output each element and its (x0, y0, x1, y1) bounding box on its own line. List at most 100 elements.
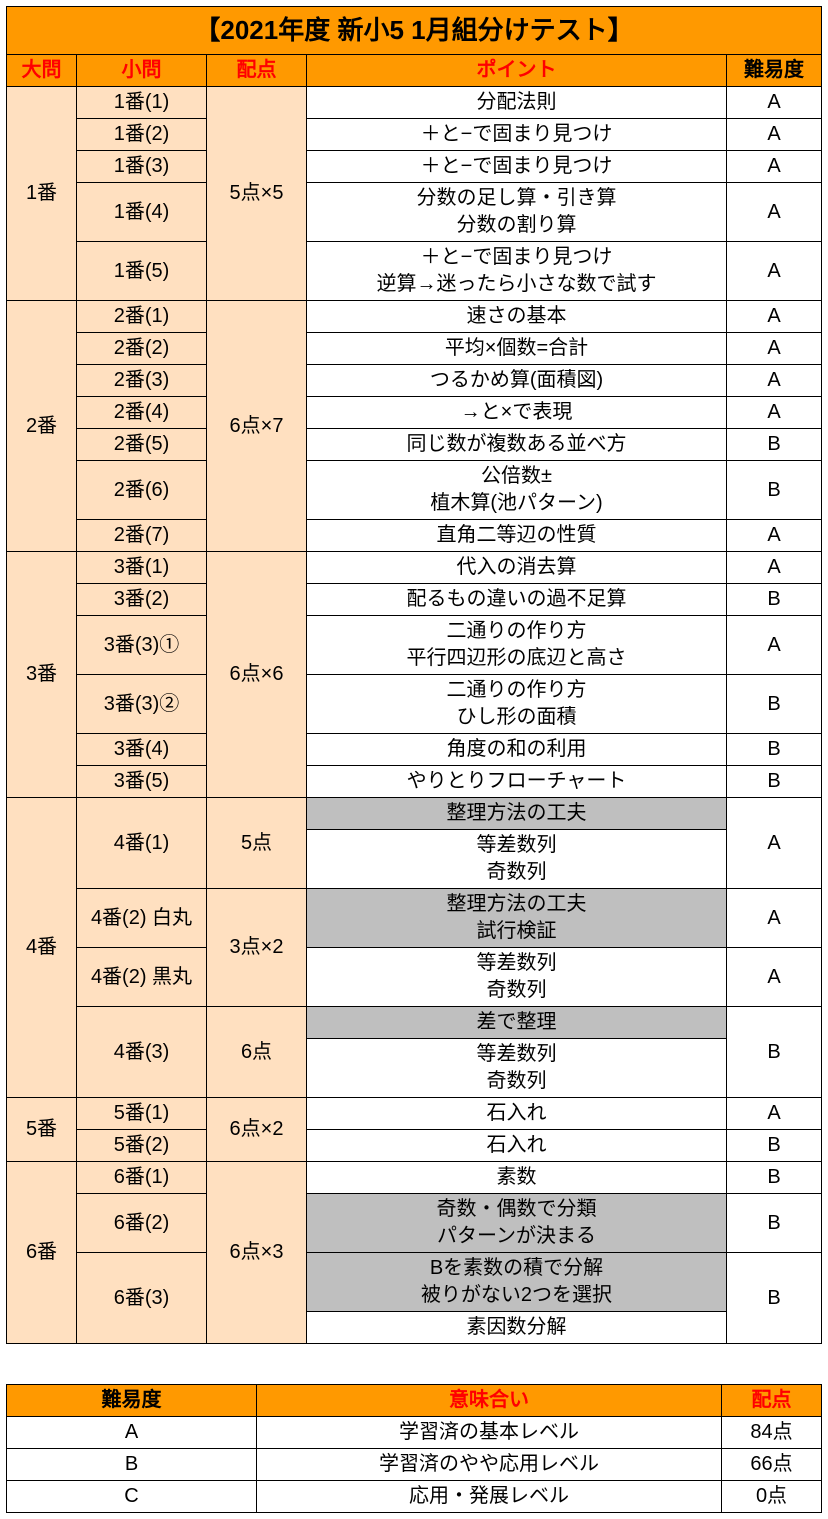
diff-cell: A (727, 333, 822, 365)
point-cell: 配るもの違いの過不足算 (307, 584, 727, 616)
legend-hdr-meaning: 意味合い (257, 1385, 722, 1417)
diff-cell: B (727, 1162, 822, 1194)
shomon-cell: 3番(3)① (77, 616, 207, 675)
legend-row: A 学習済の基本レベル 84点 (7, 1417, 822, 1449)
table-row: 3番 3番(1) 6点×6 代入の消去算 A (7, 552, 822, 584)
point-cell: 同じ数が複数ある並べ方 (307, 429, 727, 461)
diff-cell: A (727, 520, 822, 552)
point-cell: 速さの基本 (307, 301, 727, 333)
point-cell: 奇数・偶数で分類パターンが決まる (307, 1194, 727, 1253)
shomon-cell: 3番(5) (77, 766, 207, 798)
diff-cell: A (727, 301, 822, 333)
diff-cell: B (727, 1130, 822, 1162)
table-row: 3番(3)②二通りの作り方ひし形の面積B (7, 675, 822, 734)
table-row: 4番 4番(1) 5点 整理方法の工夫 A (7, 798, 822, 830)
diff-cell: B (727, 1007, 822, 1098)
point-cell: 等差数列奇数列 (307, 948, 727, 1007)
diff-cell: A (727, 242, 822, 301)
table-row: 2番(7) 直角二等辺の性質A (7, 520, 822, 552)
point-cell: 分数の足し算・引き算分数の割り算 (307, 183, 727, 242)
point-cell: →と×で表現 (307, 397, 727, 429)
point-cell: ＋と−で固まり見つけ (307, 119, 727, 151)
header-row: 大問 小問 配点 ポイント 難易度 (7, 55, 822, 87)
shomon-cell: 5番(1) (77, 1098, 207, 1130)
shomon-cell: 5番(2) (77, 1130, 207, 1162)
diff-cell: A (727, 151, 822, 183)
table-row: 5番(2)石入れB (7, 1130, 822, 1162)
haiten-cell: 6点×2 (207, 1098, 307, 1162)
diff-cell: B (727, 766, 822, 798)
shomon-cell: 2番(2) (77, 333, 207, 365)
hdr-diff: 難易度 (727, 55, 822, 87)
point-cell: 二通りの作り方平行四辺形の底辺と高さ (307, 616, 727, 675)
shomon-cell: 2番(7) (77, 520, 207, 552)
point-cell: 差で整理 (307, 1007, 727, 1039)
diff-cell: A (727, 798, 822, 889)
diff-cell: B (727, 584, 822, 616)
shomon-cell: 2番(1) (77, 301, 207, 333)
table-row: 3番(5) やりとりフローチャートB (7, 766, 822, 798)
haiten-cell: 5点 (207, 798, 307, 889)
table-row: 3番(2) 配るもの違いの過不足算B (7, 584, 822, 616)
legend-haiten: 0点 (722, 1481, 822, 1513)
diff-cell: A (727, 87, 822, 119)
shomon-cell: 4番(2) 黒丸 (77, 948, 207, 1007)
diff-cell: A (727, 183, 822, 242)
point-cell: 代入の消去算 (307, 552, 727, 584)
point-cell: 整理方法の工夫試行検証 (307, 889, 727, 948)
legend-meaning: 学習済の基本レベル (257, 1417, 722, 1449)
shomon-cell: 3番(4) (77, 734, 207, 766)
point-cell: Bを素数の積で分解被りがない2つを選択 (307, 1253, 727, 1312)
point-cell: 二通りの作り方ひし形の面積 (307, 675, 727, 734)
haiten-cell: 6点×6 (207, 552, 307, 798)
diff-cell: A (727, 616, 822, 675)
point-cell: やりとりフローチャート (307, 766, 727, 798)
shomon-cell: 4番(2) 白丸 (77, 889, 207, 948)
daimon-cell: 5番 (7, 1098, 77, 1162)
table-row: 1番(4) 分数の足し算・引き算分数の割り算 A (7, 183, 822, 242)
point-cell: 直角二等辺の性質 (307, 520, 727, 552)
legend-meaning: 学習済のやや応用レベル (257, 1449, 722, 1481)
shomon-cell: 2番(6) (77, 461, 207, 520)
shomon-cell: 2番(3) (77, 365, 207, 397)
main-table: 【2021年度 新小5 1月組分けテスト】 大問 小問 配点 ポイント 難易度 … (6, 6, 822, 1344)
table-row: 1番 1番(1) 5点×5 分配法則 A (7, 87, 822, 119)
table-row: 6番(2) 奇数・偶数で分類パターンが決まる B (7, 1194, 822, 1253)
hdr-daimon: 大問 (7, 55, 77, 87)
point-cell: 素数 (307, 1162, 727, 1194)
legend-diff: A (7, 1417, 257, 1449)
point-cell: 等差数列奇数列 (307, 830, 727, 889)
daimon-cell: 4番 (7, 798, 77, 1098)
legend-haiten: 66点 (722, 1449, 822, 1481)
diff-cell: B (727, 429, 822, 461)
table-row: 3番(3)① 二通りの作り方平行四辺形の底辺と高さA (7, 616, 822, 675)
table-row: 4番(2) 白丸 3点×2 整理方法の工夫試行検証 A (7, 889, 822, 948)
diff-cell: B (727, 461, 822, 520)
diff-cell: B (727, 1253, 822, 1344)
shomon-cell: 1番(3) (77, 151, 207, 183)
hdr-haiten: 配点 (207, 55, 307, 87)
point-cell: 整理方法の工夫 (307, 798, 727, 830)
point-cell: ＋と−で固まり見つけ逆算→迷ったら小さな数で試す (307, 242, 727, 301)
point-cell: 平均×個数=合計 (307, 333, 727, 365)
haiten-cell: 6点×3 (207, 1162, 307, 1344)
daimon-cell: 1番 (7, 87, 77, 301)
legend-haiten: 84点 (722, 1417, 822, 1449)
diff-cell: B (727, 734, 822, 766)
shomon-cell: 6番(2) (77, 1194, 207, 1253)
shomon-cell: 3番(3)② (77, 675, 207, 734)
table-row: 5番 5番(1) 6点×2 石入れ A (7, 1098, 822, 1130)
shomon-cell: 1番(4) (77, 183, 207, 242)
hdr-shomon: 小問 (77, 55, 207, 87)
point-cell: ＋と−で固まり見つけ (307, 151, 727, 183)
point-cell: 石入れ (307, 1098, 727, 1130)
diff-cell: A (727, 365, 822, 397)
haiten-cell: 5点×5 (207, 87, 307, 301)
hdr-point: ポイント (307, 55, 727, 87)
point-cell: つるかめ算(面積図) (307, 365, 727, 397)
diff-cell: A (727, 119, 822, 151)
diff-cell: A (727, 948, 822, 1007)
legend-table: 難易度 意味合い 配点 A 学習済の基本レベル 84点 B 学習済のやや応用レベ… (6, 1384, 822, 1513)
spacer (6, 1344, 822, 1384)
shomon-cell: 3番(2) (77, 584, 207, 616)
